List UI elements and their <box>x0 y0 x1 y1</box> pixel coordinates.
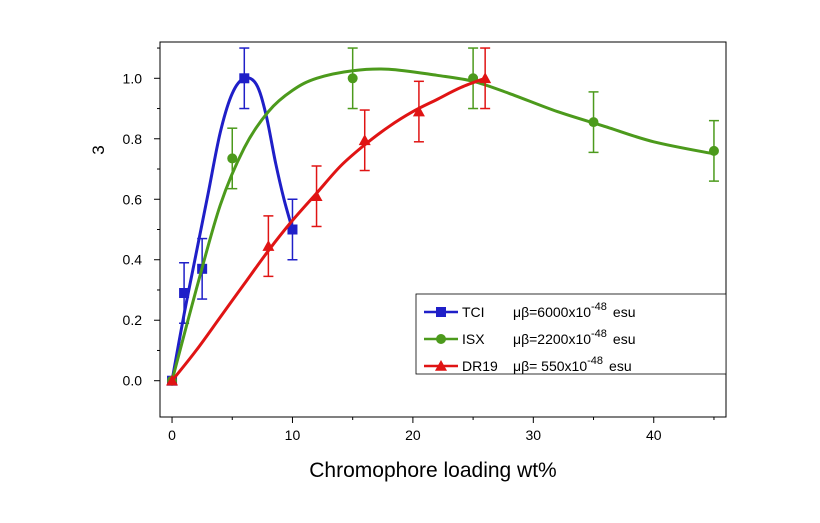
fit-line <box>170 76 486 382</box>
series-dr19 <box>166 47 492 386</box>
legend-mu-beta: μβ=2200x10-48 esu <box>513 328 636 347</box>
series-group <box>166 47 719 386</box>
legend-label: ISX <box>462 331 485 347</box>
y-tick-label: 0.0 <box>123 373 143 389</box>
x-axis-label: Chromophore loading wt% <box>309 459 556 482</box>
legend-unit: esu <box>613 331 636 347</box>
y-axis-label: 3 <box>89 145 108 154</box>
x-tick-label: 0 <box>168 427 176 443</box>
data-point-triangle <box>479 72 492 84</box>
data-point-square <box>179 288 190 299</box>
fit-line <box>170 76 294 381</box>
y-tick-label: 0.8 <box>123 131 143 147</box>
y-tick-label: 0.6 <box>123 191 143 207</box>
data-point-square <box>436 307 446 317</box>
data-point-circle <box>708 145 719 156</box>
data-point-triangle <box>435 360 447 371</box>
x-tick-label: 30 <box>526 427 542 443</box>
data-point-triangle <box>412 105 425 117</box>
y-tick-label: 0.4 <box>123 252 143 268</box>
legend-mu-beta: μβ=6000x10-48 esu <box>513 301 636 320</box>
legend-box <box>415 293 727 375</box>
data-point-circle <box>588 117 599 128</box>
legend-unit: esu <box>609 358 632 374</box>
legend-exponent: -48 <box>591 301 607 313</box>
x-tick-label: 40 <box>646 427 662 443</box>
data-point-square <box>239 73 250 84</box>
data-point-triangle <box>166 374 179 386</box>
data-point-circle <box>227 153 238 164</box>
data-point-circle <box>436 334 446 344</box>
legend-label: TCI <box>462 304 485 320</box>
data-point-triangle <box>310 190 323 202</box>
legend-unit: esu <box>613 304 636 320</box>
y-tick-label: 0.2 <box>123 312 143 328</box>
series-tci <box>167 47 298 386</box>
legend-exponent: -48 <box>591 328 607 340</box>
data-point-square <box>287 224 298 235</box>
data-point-triangle <box>262 240 275 251</box>
legend-exponent: -48 <box>587 355 603 367</box>
data-point-triangle <box>358 134 371 146</box>
legend-label: DR19 <box>462 358 498 374</box>
y-tick-label: 1.0 <box>123 70 143 86</box>
axes: 0 10 20 30 40 0.0 0.2 0.4 0.6 0.8 1.0 <box>123 47 715 443</box>
fit-line <box>170 67 715 382</box>
x-tick-label: 20 <box>405 427 421 443</box>
x-tick-label: 10 <box>285 427 301 443</box>
data-point-circle <box>347 73 358 84</box>
legend-mu-beta: μβ= 550x10-48 esu <box>513 355 632 374</box>
